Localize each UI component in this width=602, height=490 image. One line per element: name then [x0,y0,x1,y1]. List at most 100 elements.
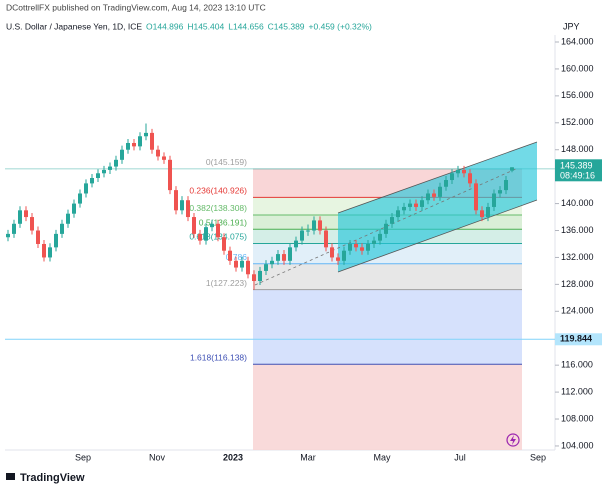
hline-box [555,333,602,346]
candle-body [444,180,448,187]
candle-body [30,217,34,231]
x-tick-label: Sep [75,452,91,462]
channel [338,142,537,272]
fib-label: 0.236(140.926) [189,186,247,196]
candle-body [264,264,268,271]
currency: JPY [563,21,580,31]
candle-body [294,240,298,248]
candle-body [84,183,88,194]
y-tick-label: 136.000 [561,225,594,235]
candle-body [54,233,58,248]
candle-body [234,260,238,268]
x-tick-label: May [373,452,391,462]
x-tick-label: Mar [300,452,316,462]
candle-body [270,260,274,265]
candle-body [504,180,508,191]
y-tick-label: 128.000 [561,279,594,289]
y-tick-label: 116.000 [561,360,593,370]
candle-body [162,156,166,160]
hline-label: 119.844 [560,334,592,344]
candle-body [372,240,376,244]
candle-body [198,233,202,241]
candle-body [156,149,160,157]
logo-text: TradingView [20,472,85,484]
candle-body [132,142,136,147]
candle-body [36,230,40,244]
candle-body [12,223,16,234]
fib-label: 0.5(136.191) [199,217,247,227]
alert-icon [510,435,516,445]
published: DCottrellFX published on TradingView.com… [6,2,266,12]
fib-zone [253,364,522,450]
candle-body [480,210,484,218]
candle-body [378,233,382,241]
candle-body [288,247,292,261]
candle-body [384,223,388,234]
candle-body [474,183,478,211]
y-tick-label: 148.000 [561,144,594,154]
candle-body [222,237,226,251]
fib-label: 0(145.159) [206,157,247,167]
x-tick-label: Nov [149,452,166,462]
candle-body [42,243,46,258]
candle-body [342,250,346,261]
candle-body [216,223,220,238]
candle-body [246,260,250,275]
candle-body [324,230,328,248]
candle-body [360,247,364,251]
candle-body [144,132,148,137]
channel-line [337,199,538,273]
candle-body [90,178,94,184]
candle-body [114,159,118,167]
candle-body [78,193,82,204]
candle-body [348,243,352,251]
y-tick-label: 164.000 [561,36,594,46]
candle-body [450,173,454,181]
candle-body [138,136,142,147]
candle-body [126,142,130,150]
candle-body [438,186,442,197]
candle-body [210,223,214,228]
candle-body [462,169,466,174]
x-tick-label: 2023 [223,452,243,462]
candle-body [108,166,112,170]
candle-body [204,227,208,241]
candle-body [420,200,424,207]
candle-body [426,193,430,201]
channel-line [337,141,538,214]
candle-body [186,200,190,218]
y-tick-label: 140.000 [561,198,594,208]
candle-body [408,203,412,207]
y-tick-label: 160.000 [561,63,594,73]
candle-body [192,217,196,234]
candle-body [240,260,244,268]
candle-body [276,254,280,261]
candle-body [468,173,472,184]
candle-body [72,203,76,214]
candle-body [312,220,316,231]
candle-body [150,132,154,150]
candle-body [396,210,400,218]
candle-body [330,247,334,258]
candle-body [24,210,28,218]
y-tick-label: 104.000 [561,440,594,450]
alert-icon[interactable] [506,433,520,447]
candle-body [366,243,370,251]
fib-zone [253,263,522,290]
y-tick-label: 112.000 [561,386,593,396]
candle-body [336,257,340,261]
last-price-box [555,159,602,182]
y-tick-label: 124.000 [561,306,594,316]
candle-body [18,210,22,224]
ohlc-value: L144.656 [228,21,264,31]
candle-body [228,250,232,261]
x-tick-label: Sep [530,452,546,462]
ohlc-value: H145.404 [187,21,224,31]
y-tick-label: 156.000 [561,90,594,100]
ohlc-value: +0.459 (+0.32%) [309,21,372,31]
candle-body [414,203,418,207]
candle-body [6,233,10,238]
x-tick-label: Jul [454,452,466,462]
candle-body [510,167,514,171]
